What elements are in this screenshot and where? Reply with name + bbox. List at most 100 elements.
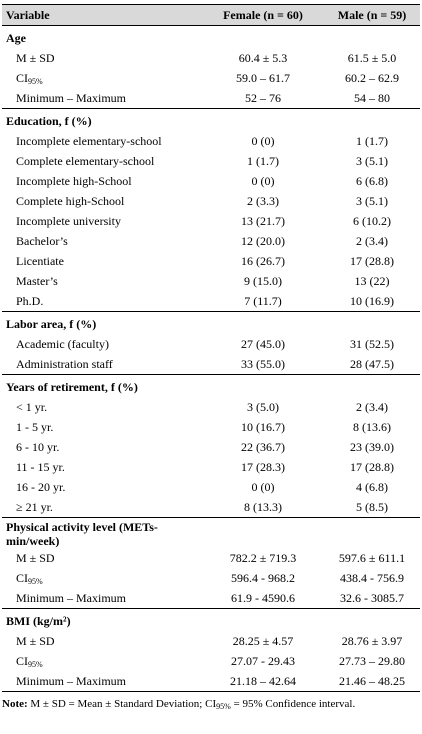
cell: 13 (21.7): [241, 214, 285, 228]
data-row: Licentiate 16 (26.7) 17 (28.8): [2, 251, 420, 271]
cell: Incomplete elementary-school: [16, 134, 162, 148]
cell: 6 - 10 yr.: [16, 440, 60, 454]
data-row: Incomplete university 13 (21.7) 6 (10.2): [2, 211, 420, 231]
note-text: = 95% Confidence interval.: [230, 698, 356, 710]
empty-cell: [202, 25, 324, 48]
cell: 27 (45.0): [241, 337, 285, 351]
cell: 17 (28.8): [350, 460, 394, 474]
cell: 22 (36.7): [241, 440, 285, 454]
data-row: < 1 yr. 3 (5.0) 2 (3.4): [2, 397, 420, 417]
data-row: CI95% 596.4 - 968.2 438.4 - 756.9: [2, 568, 420, 588]
cell: 61.9 - 4590.6: [231, 591, 295, 605]
empty-cell: [324, 311, 420, 334]
data-row: M ± SD 782.2 ± 719.3 597.6 ± 611.1: [2, 548, 420, 568]
data-row: M ± SD 28.25 ± 4.57 28.76 ± 3.97: [2, 631, 420, 651]
cell: 7 (11.7): [244, 294, 282, 308]
cell: Master’s: [16, 274, 58, 288]
section-row: Labor area, f (%): [2, 311, 420, 334]
cell: 52 – 76: [245, 91, 281, 105]
data-row: CI95% 27.07 - 29.43 27.73 – 29.80: [2, 651, 420, 671]
cell: M ± SD: [16, 551, 55, 565]
cell: 28.25 ± 4.57: [232, 634, 294, 648]
data-table: Variable Female (n = 60) Male (n = 59) A…: [2, 4, 420, 692]
cell: 21.18 – 42.64: [202, 671, 324, 692]
cell: 13 (22): [354, 274, 390, 288]
cell: 16 (26.7): [241, 254, 285, 268]
cell: 10 (16.7): [241, 420, 285, 434]
cell: 60.2 – 62.9: [345, 71, 399, 85]
empty-cell: [324, 608, 420, 631]
data-row: 1 - 5 yr. 10 (16.7) 8 (13.6): [2, 417, 420, 437]
cell: Bachelor’s: [16, 234, 68, 248]
cell: Academic (faculty): [16, 337, 109, 351]
section-title: Education, f (%): [2, 108, 202, 131]
cell: 12 (20.0): [241, 234, 285, 248]
data-row: Administration staff 33 (55.0) 28 (47.5): [2, 354, 420, 375]
cell: M ± SD: [16, 634, 55, 648]
section-row: Education, f (%): [2, 108, 420, 131]
cell: Minimum – Maximum: [16, 591, 127, 605]
empty-cell: [324, 25, 420, 48]
cell: 1 - 5 yr.: [16, 420, 54, 434]
data-row: Master’s 9 (15.0) 13 (22): [2, 271, 420, 291]
data-row: Incomplete elementary-school 0 (0) 1 (1.7): [2, 131, 420, 151]
cell: 0 (0): [251, 134, 275, 148]
data-row: Complete high-School 2 (3.3) 3 (5.1): [2, 191, 420, 211]
empty-cell: [202, 108, 324, 131]
section-row: Age: [2, 25, 420, 48]
cell-sub: 95%: [28, 77, 43, 86]
data-row: Complete elementary-school 1 (1.7) 3 (5.1): [2, 151, 420, 171]
table-body: Age M ± SD 60.4 ± 5.3 61.5 ± 5.0 CI95% 59.0 –…: [2, 25, 420, 692]
cell: 3 (5.1): [356, 194, 388, 208]
section-title: Years of retirement, f (%): [2, 374, 202, 397]
cell: Minimum – Maximum: [16, 91, 127, 105]
cell: 0 (0): [251, 174, 275, 188]
cell: 2 (3.4): [356, 400, 388, 414]
cell: 17 (28.3): [241, 460, 285, 474]
note-text: M ± SD = Mean ± Standard Deviation; CI: [30, 698, 217, 710]
section-row: BMI (kg/m²): [2, 608, 420, 631]
cell: Complete elementary-school: [16, 154, 155, 168]
cell: 33 (55.0): [241, 357, 285, 371]
empty-cell: [202, 374, 324, 397]
cell: 27.73 – 29.80: [339, 654, 405, 668]
cell: 3 (5.0): [247, 400, 279, 414]
cell: 54 – 80: [354, 91, 390, 105]
cell: Administration staff: [16, 357, 113, 371]
header-cell: Female (n = 60): [202, 4, 324, 26]
cell: 60.4 ± 5.3: [238, 51, 288, 65]
cell: 28.76 ± 3.97: [341, 634, 403, 648]
section-title: Labor area, f (%): [2, 311, 202, 334]
cell: 438.4 - 756.9: [340, 571, 404, 585]
cell: 32.6 - 3085.7: [340, 591, 404, 605]
cell: 4 (6.8): [356, 480, 388, 494]
cell: 5 (8.5): [356, 500, 388, 514]
cell: 61.5 ± 5.0: [347, 51, 397, 65]
data-row: M ± SD 60.4 ± 5.3 61.5 ± 5.0: [2, 48, 420, 68]
cell: 1 (1.7): [247, 154, 279, 168]
empty-cell: [202, 517, 324, 548]
cell: 59.0 – 61.7: [236, 71, 290, 85]
data-row: Incomplete high-School 0 (0) 6 (6.8): [2, 171, 420, 191]
data-row: Bachelor’s 12 (20.0) 2 (3.4): [2, 231, 420, 251]
note-label: Note:: [2, 698, 28, 710]
empty-cell: [202, 608, 324, 631]
empty-cell: [202, 311, 324, 334]
data-row: ≥ 21 yr. 8 (13.3) 5 (8.5): [2, 497, 420, 518]
data-row: Minimum – Maximum 61.9 - 4590.6 32.6 - 308…: [2, 588, 420, 609]
cell: 31 (52.5): [350, 337, 394, 351]
cell: 2 (3.4): [356, 234, 388, 248]
cell: Complete high-School: [16, 194, 125, 208]
cell-sub: 95%: [28, 577, 43, 586]
empty-cell: [324, 108, 420, 131]
cell: 3 (5.1): [356, 154, 388, 168]
cell: 16 - 20 yr.: [16, 480, 66, 494]
data-row: 11 - 15 yr. 17 (28.3) 17 (28.8): [2, 457, 420, 477]
cell: 17 (28.8): [350, 254, 394, 268]
header-row: Variable Female (n = 60) Male (n = 59): [2, 4, 420, 26]
cell-sub: 95%: [28, 660, 43, 669]
data-row: Academic (faculty) 27 (45.0) 31 (52.5): [2, 334, 420, 354]
cell: 9 (15.0): [244, 274, 282, 288]
cell: CI95%: [2, 68, 202, 88]
note: Note: M ± SD = Mean ± Standard Deviation…: [2, 698, 420, 711]
